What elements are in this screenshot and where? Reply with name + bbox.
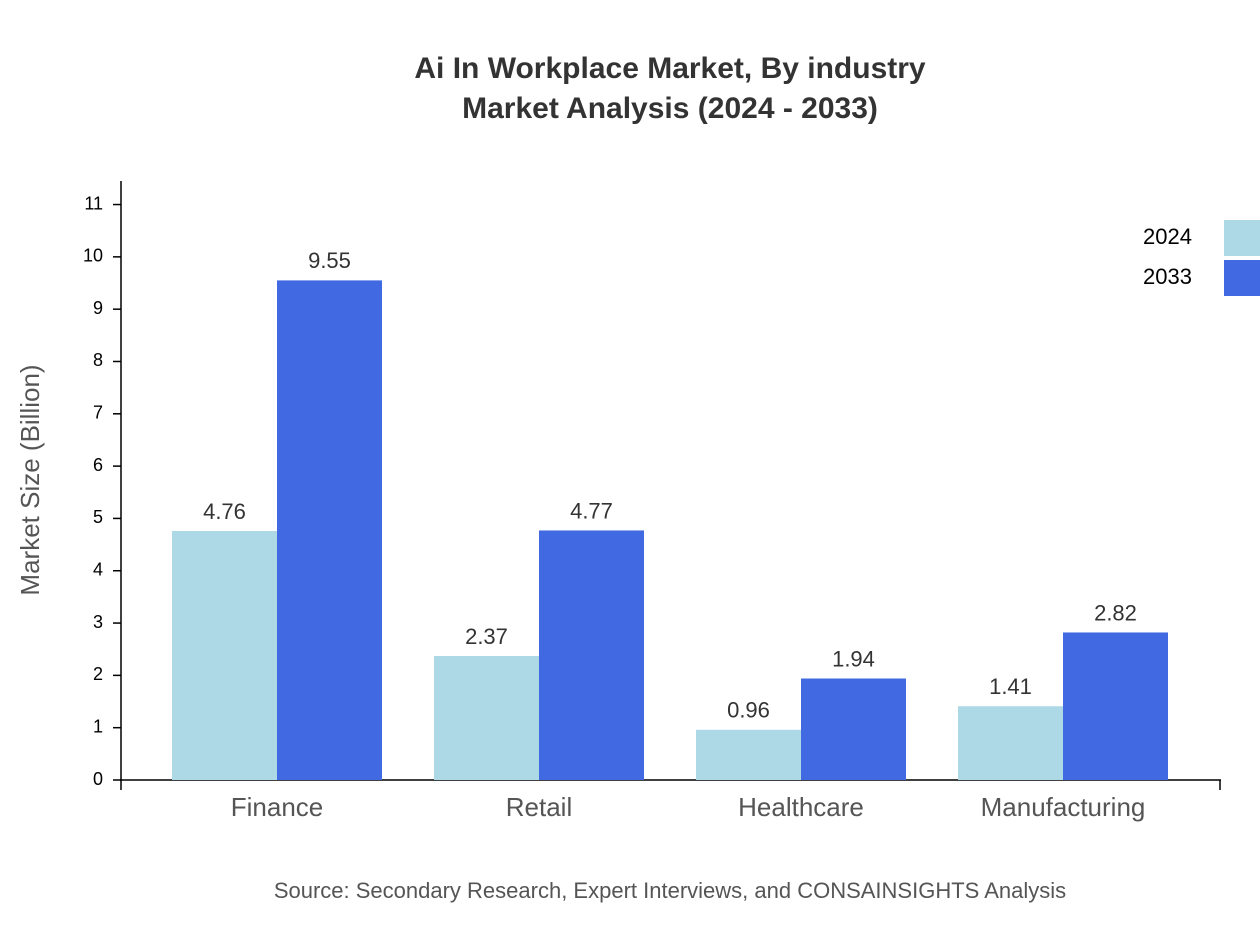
y-tick-label: 2 xyxy=(93,664,103,684)
y-tick-label: 10 xyxy=(83,246,103,266)
y-tick-label: 7 xyxy=(93,403,103,423)
y-tick-label: 6 xyxy=(93,455,103,475)
legend-swatch xyxy=(1224,260,1260,296)
y-tick-label: 0 xyxy=(93,769,103,789)
y-tick-label: 11 xyxy=(84,193,103,213)
y-tick-label: 1 xyxy=(93,716,103,736)
legend-label: 2024 xyxy=(1143,224,1192,249)
chart-title: Ai In Workplace Market, By industry xyxy=(414,52,926,85)
bar xyxy=(277,280,382,780)
y-tick-label: 5 xyxy=(93,507,103,527)
bar xyxy=(1063,632,1168,780)
value-label: 0.96 xyxy=(727,698,770,723)
bar xyxy=(801,678,906,780)
value-label: 1.41 xyxy=(989,674,1032,699)
source-note: Source: Secondary Research, Expert Inter… xyxy=(274,878,1066,903)
bar xyxy=(434,656,539,780)
value-label: 2.82 xyxy=(1094,600,1137,625)
x-tick-label: Retail xyxy=(506,792,572,822)
value-label: 4.77 xyxy=(570,498,613,523)
bar xyxy=(696,729,801,780)
y-tick-label: 4 xyxy=(93,559,103,579)
y-tick-label: 9 xyxy=(93,298,103,318)
legend-label: 2033 xyxy=(1143,264,1192,289)
x-tick-label: Finance xyxy=(231,792,324,822)
y-tick-label: 8 xyxy=(93,350,103,370)
x-tick-label: Healthcare xyxy=(738,792,864,822)
value-label: 9.55 xyxy=(308,248,351,273)
y-axis-label: Market Size (Billion) xyxy=(15,364,45,595)
bar xyxy=(172,530,277,780)
x-tick-label: Manufacturing xyxy=(981,792,1146,822)
chart-subtitle: Market Analysis (2024 - 2033) xyxy=(462,92,878,125)
legend-swatch xyxy=(1224,220,1260,256)
value-label: 1.94 xyxy=(832,646,875,671)
y-tick-label: 3 xyxy=(93,612,103,632)
bar xyxy=(539,530,644,780)
value-label: 2.37 xyxy=(465,624,508,649)
bar xyxy=(958,706,1063,780)
value-label: 4.76 xyxy=(203,499,246,524)
